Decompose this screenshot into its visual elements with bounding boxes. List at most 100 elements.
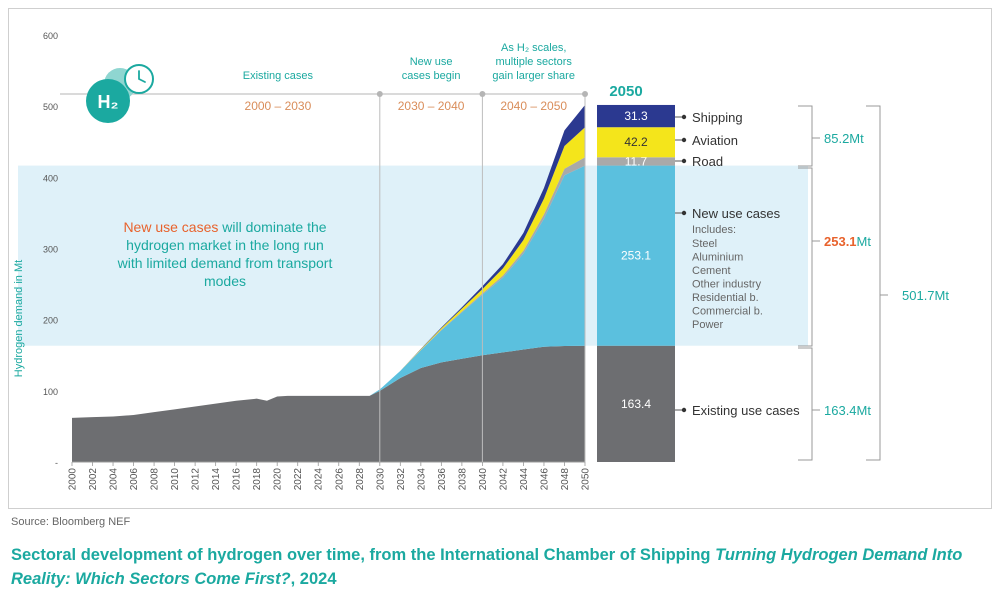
y-tick-label: 300 bbox=[43, 245, 58, 255]
x-tick-label: 2018 bbox=[252, 468, 263, 491]
annotation-line: New use cases will dominate the bbox=[123, 219, 326, 235]
bracket bbox=[798, 105, 813, 167]
logo-circle bbox=[86, 79, 130, 123]
x-tick-label: 2016 bbox=[232, 468, 243, 491]
x-tick-label: 2010 bbox=[170, 468, 181, 491]
bracket bbox=[798, 167, 813, 347]
bar-2050-data-label: 11.7 bbox=[625, 154, 648, 168]
series-area-existing-use-cases bbox=[72, 345, 585, 462]
phase-title: multiple sectors bbox=[495, 56, 572, 68]
y-tick-label: 400 bbox=[43, 173, 58, 183]
legend-includes-item: Residential b. bbox=[692, 292, 759, 304]
bar-2050-title: 2050 bbox=[609, 83, 642, 100]
legend-label: New use cases bbox=[692, 206, 781, 221]
figure-caption: Sectoral development of hydrogen over ti… bbox=[11, 543, 986, 591]
legend-label: Aviation bbox=[692, 133, 738, 148]
x-tick-label: 2030 bbox=[375, 468, 386, 491]
legend-includes-item: Cement bbox=[692, 265, 731, 277]
logo-text: H₂ bbox=[98, 92, 119, 112]
phase-range-label: 2040 – 2050 bbox=[500, 99, 567, 113]
legend-includes-heading: Includes: bbox=[692, 224, 736, 236]
x-tick-label: 2036 bbox=[437, 468, 448, 491]
x-tick-label: 2040 bbox=[478, 468, 489, 491]
bracket bbox=[866, 105, 881, 461]
x-tick-label: 2002 bbox=[88, 468, 99, 491]
phase-title: As H₂ scales, bbox=[501, 42, 566, 54]
x-tick-label: 2008 bbox=[150, 468, 161, 491]
legend-label: Shipping bbox=[692, 110, 743, 125]
x-tick-label: 2026 bbox=[334, 468, 345, 491]
bar-2050-data-label: 163.4 bbox=[621, 397, 651, 411]
legend-label: Road bbox=[692, 154, 723, 169]
caption-title: Turning Hydrogen Demand Into Reality: Wh… bbox=[11, 546, 963, 588]
legend-pointer-dot bbox=[681, 158, 687, 164]
series-area-new-use-cases bbox=[72, 165, 585, 418]
legend-label: Existing use cases bbox=[692, 403, 800, 418]
timeline-dot bbox=[479, 91, 486, 97]
y-tick-label: - bbox=[55, 458, 58, 468]
annotation-line: hydrogen market in the long run bbox=[126, 237, 324, 253]
timeline-dot bbox=[376, 91, 383, 97]
bar-2050-data-label: 253.1 bbox=[621, 249, 651, 263]
phase-range-label: 2000 – 2030 bbox=[245, 99, 312, 113]
x-tick-label: 2014 bbox=[211, 468, 222, 491]
legend-pointer-dot bbox=[681, 137, 687, 143]
x-tick-label: 2022 bbox=[293, 468, 304, 491]
phase-title: Existing cases bbox=[243, 70, 314, 82]
total-existing: 163.4Mt bbox=[824, 403, 871, 418]
y-tick-label: 500 bbox=[43, 102, 58, 112]
bar-2050-segment bbox=[597, 345, 675, 462]
annotation-highlight: New use cases bbox=[123, 219, 218, 235]
bracket bbox=[798, 347, 813, 461]
x-tick-label: 2028 bbox=[355, 468, 366, 491]
y-tick-label: 200 bbox=[43, 316, 58, 326]
legend-pointer-dot bbox=[681, 210, 687, 216]
annotation-line: with limited demand from transport bbox=[117, 255, 333, 271]
y-tick-label: 100 bbox=[43, 387, 58, 397]
x-tick-label: 2050 bbox=[581, 468, 592, 491]
hydrogen-demand-chart: - 100 200 300 400 500 600 Hydrogen demand in Mt… bbox=[13, 31, 949, 491]
bar-2050-segment bbox=[597, 157, 675, 166]
annotation-text: will dominate the bbox=[218, 219, 326, 235]
legend-includes-item: Power bbox=[692, 319, 724, 331]
caption-prefix: Sectoral development of hydrogen over ti… bbox=[11, 546, 716, 564]
chart-frame bbox=[8, 8, 992, 509]
x-tick-label: 2048 bbox=[560, 468, 571, 491]
caption-suffix: , 2024 bbox=[290, 570, 337, 588]
bar-2050-segment bbox=[597, 104, 675, 128]
phase-title: gain larger share bbox=[492, 70, 575, 82]
clock-hands-icon bbox=[138, 70, 146, 83]
x-tick-label: 2012 bbox=[191, 468, 202, 491]
legend-includes-item: Steel bbox=[692, 238, 717, 250]
x-tick-label: 2034 bbox=[416, 468, 427, 491]
x-tick-label: 2046 bbox=[539, 468, 550, 491]
total-new-unit: Mt bbox=[857, 234, 872, 249]
source-note: Source: Bloomberg NEF bbox=[11, 516, 131, 528]
legend-includes-item: Commercial b. bbox=[692, 306, 763, 318]
phase-range-label: 2030 – 2040 bbox=[398, 99, 465, 113]
x-tick-label: 2038 bbox=[457, 468, 468, 491]
x-tick-label: 2032 bbox=[396, 468, 407, 491]
bar-2050-data-label: 31.3 bbox=[624, 109, 648, 123]
y-tick-label: 600 bbox=[43, 31, 58, 41]
highlight-band bbox=[18, 165, 808, 346]
x-tick-label: 2004 bbox=[109, 468, 120, 491]
phase-title: New use bbox=[410, 56, 453, 68]
total-overall: 501.7Mt bbox=[902, 288, 949, 303]
timeline-dot bbox=[582, 91, 588, 97]
legend-includes-item: Aluminium bbox=[692, 252, 743, 264]
legend-includes-item: Other industry bbox=[692, 279, 762, 291]
total-new-use-cases: 253.1Mt bbox=[824, 234, 871, 249]
h2-clock-logo: H₂ bbox=[86, 64, 154, 123]
annotation-line: modes bbox=[204, 273, 246, 289]
total-transport: 85.2Mt bbox=[824, 131, 864, 146]
x-tick-label: 2044 bbox=[519, 468, 530, 491]
legend-pointer-dot bbox=[681, 407, 687, 413]
y-axis-title: Hydrogen demand in Mt bbox=[13, 260, 25, 377]
x-tick-label: 2000 bbox=[68, 468, 79, 491]
total-new-value: 253.1 bbox=[824, 234, 857, 249]
phase-title: cases begin bbox=[402, 70, 461, 82]
x-tick-label: 2042 bbox=[498, 468, 509, 491]
bar-2050-segment bbox=[597, 165, 675, 346]
x-tick-label: 2024 bbox=[314, 468, 325, 491]
